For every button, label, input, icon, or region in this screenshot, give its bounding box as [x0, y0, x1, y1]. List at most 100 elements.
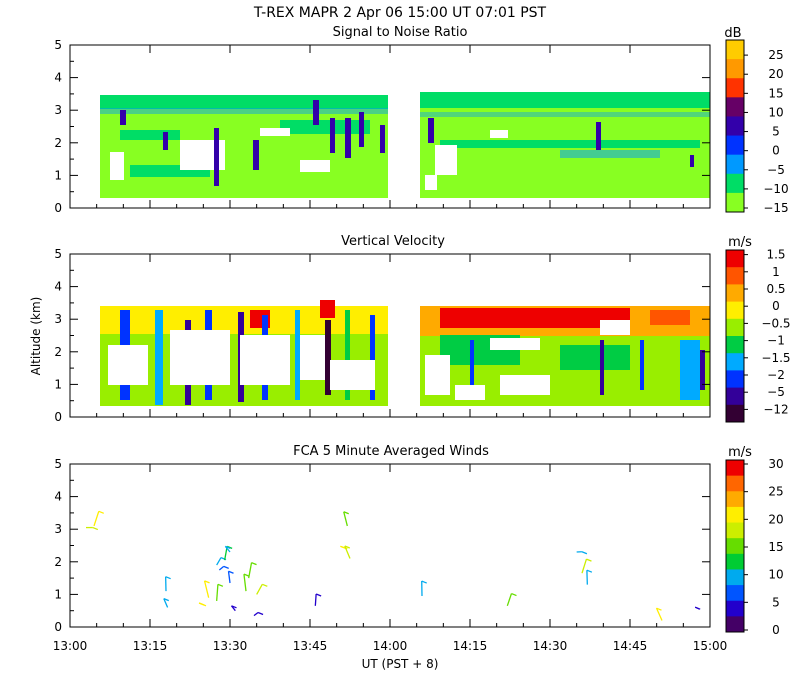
wind-barb-flag — [315, 593, 322, 597]
y-tick-label: 0 — [54, 201, 62, 215]
wind-barb-flag — [198, 602, 205, 606]
colorbar-label: 15 — [768, 540, 783, 554]
colorbar-swatch — [726, 460, 744, 477]
colorbar-label: −15 — [763, 201, 788, 215]
wind-barb — [344, 545, 351, 559]
colorbar-label: 25 — [768, 485, 783, 499]
y-tick-label: 3 — [54, 522, 62, 536]
wind-barb-flag — [226, 545, 233, 549]
wind-barb — [218, 565, 225, 571]
winds-colorbar-unit: m/s — [728, 445, 752, 460]
wind-barb-flag — [231, 605, 237, 609]
winds-barbs — [86, 510, 701, 621]
y-tick-label: 5 — [54, 457, 62, 471]
vv-field — [100, 300, 710, 406]
colorbar-label: 1 — [772, 265, 780, 279]
colorbar-label: −1 — [767, 334, 785, 348]
y-tick-label: 1 — [54, 168, 62, 182]
x-tick-label: 14:30 — [533, 639, 568, 653]
colorbar-swatch — [726, 318, 744, 337]
colorbar-swatch — [726, 154, 744, 175]
y-tick-label: 4 — [54, 490, 62, 504]
colorbar-label: −1.5 — [761, 351, 790, 365]
y-tick-label: 1 — [54, 377, 62, 391]
wind-barb — [314, 593, 317, 606]
colorbar-swatch — [726, 585, 744, 602]
snr-field — [100, 92, 710, 198]
colorbar-swatch — [726, 336, 744, 354]
wind-barb-flag — [581, 551, 588, 555]
axes-ticks: 0 1 2 3 4 5 0 1 2 3 4 5 0 1 2 3 4 5 — [54, 38, 711, 634]
wind-barb — [216, 557, 222, 566]
wind-barb-flag — [656, 607, 662, 611]
colorbar-label: 0 — [772, 299, 780, 313]
colorbar-label: 10 — [768, 568, 783, 582]
colorbar-label: 1.5 — [766, 248, 785, 262]
wind-barb-flag — [251, 562, 257, 566]
colorbar-swatch — [726, 553, 744, 570]
winds-panel: FCA 5 Minute Averaged Winds 30 25 20 15 10 5 0… — [69, 444, 784, 637]
colorbar-label: 0 — [772, 144, 780, 158]
colorbar-label: −5 — [767, 163, 785, 177]
colorbar-label: 5 — [772, 125, 780, 139]
wind-barb — [253, 611, 259, 617]
x-tick-label: 13:00 — [53, 639, 88, 653]
snr-colorbar-unit: dB — [724, 26, 741, 41]
wind-barb-flag — [262, 583, 268, 587]
figure-title: T-REX MAPR 2 Apr 06 15:00 UT 07:01 PST — [253, 5, 547, 21]
x-tick-label: 13:15 — [133, 639, 168, 653]
colorbar-label: 5 — [772, 595, 780, 609]
colorbar-swatch — [726, 78, 744, 98]
colorbar-label: −2 — [767, 368, 785, 382]
colorbar-swatch — [726, 404, 744, 423]
winds-title: FCA 5 Minute Averaged Winds — [293, 444, 489, 459]
wind-barb-flag — [204, 580, 210, 584]
y-tick-label: 4 — [54, 280, 62, 294]
y-tick-label: 0 — [54, 620, 62, 634]
colorbar-swatch — [726, 173, 744, 194]
winds-colorbar: 30 25 20 15 10 5 0 — [725, 457, 784, 637]
wind-barb — [93, 511, 100, 527]
y-tick-label: 2 — [54, 345, 62, 359]
wind-barb — [506, 593, 513, 607]
colorbar-swatch — [726, 301, 744, 320]
wind-barb — [203, 580, 210, 598]
colorbar-label: 20 — [768, 67, 783, 81]
colorbar-label: 0.5 — [766, 282, 785, 296]
colorbar-frame — [725, 39, 745, 213]
y-tick-label: 2 — [54, 136, 62, 150]
colorbar-swatch — [726, 491, 744, 508]
colorbar-swatch — [726, 475, 744, 492]
wind-barb-flag — [228, 570, 234, 574]
y-tick-label: 3 — [54, 103, 62, 117]
vv-colorbar: 1.5 1 0.5 0 −0.5 −1 −1.5 −2 −5 −12 — [725, 248, 791, 423]
wind-barb-flag — [243, 573, 250, 577]
colorbar-swatch — [726, 250, 744, 268]
colorbar-swatch — [726, 116, 744, 137]
snr-colorbar: 25 20 15 10 5 0 −5 −10 −15 — [725, 39, 789, 215]
colorbar-frame — [725, 459, 745, 633]
x-tick-label: 13:45 — [293, 639, 328, 653]
wind-barb-flag — [92, 526, 99, 531]
colorbar-swatch — [726, 600, 744, 617]
wind-barb-flag — [225, 545, 231, 549]
wind-barb-flag — [98, 510, 105, 514]
colorbar-frame — [725, 249, 745, 423]
wind-barb-flag — [165, 576, 171, 580]
colorbar-label: 30 — [768, 457, 783, 471]
colorbar-label: 25 — [768, 48, 783, 62]
wind-barb-flag — [511, 592, 517, 597]
colorbar-swatch — [726, 370, 744, 389]
colorbar-swatch — [726, 538, 744, 555]
colorbar-swatch — [726, 387, 744, 406]
x-tick-label: 14:45 — [613, 639, 648, 653]
y-tick-label: 1 — [54, 587, 62, 601]
colorbar-swatch — [726, 616, 744, 633]
y-tick-label: 0 — [54, 410, 62, 424]
colorbar-label: 10 — [768, 105, 783, 119]
snr-panel: Signal to Noise Ratio — [69, 25, 789, 215]
colorbar-swatch — [726, 192, 744, 213]
wind-barb-flag — [163, 598, 170, 602]
wind-barb-flag — [217, 583, 224, 587]
wind-barb-flag — [344, 545, 351, 549]
